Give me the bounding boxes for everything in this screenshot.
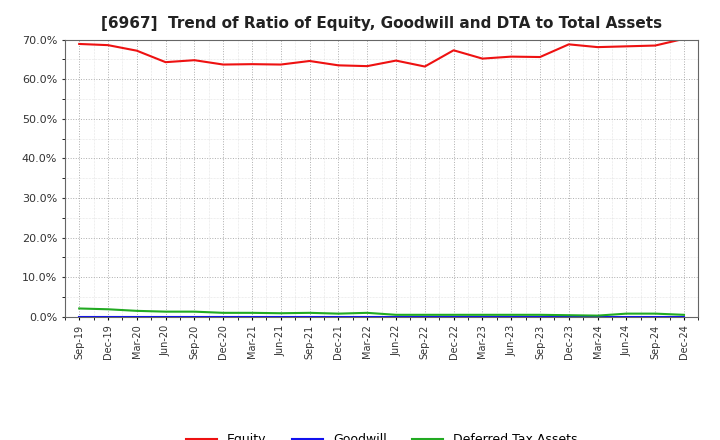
Equity [392,58,400,63]
Deferred Tax Assets [680,312,688,317]
Goodwill [132,314,141,319]
Deferred Tax Assets [75,306,84,311]
Equity [75,41,84,47]
Equity [564,42,573,47]
Deferred Tax Assets [478,312,487,317]
Deferred Tax Assets [593,313,602,318]
Equity [363,63,372,69]
Goodwill [651,314,660,319]
Equity [478,56,487,61]
Equity [507,54,516,59]
Line: Deferred Tax Assets: Deferred Tax Assets [79,308,684,315]
Equity [651,43,660,48]
Goodwill [392,314,400,319]
Goodwill [305,314,314,319]
Goodwill [276,314,285,319]
Deferred Tax Assets [132,308,141,313]
Goodwill [680,314,688,319]
Goodwill [536,314,544,319]
Equity [190,58,199,63]
Equity [248,62,256,67]
Goodwill [334,314,343,319]
Deferred Tax Assets [564,312,573,318]
Legend: Equity, Goodwill, Deferred Tax Assets: Equity, Goodwill, Deferred Tax Assets [181,429,582,440]
Deferred Tax Assets [334,311,343,316]
Equity [305,59,314,64]
Goodwill [190,314,199,319]
Equity [536,55,544,60]
Equity [680,36,688,41]
Deferred Tax Assets [651,311,660,316]
Goodwill [248,314,256,319]
Equity [622,44,631,49]
Goodwill [420,314,429,319]
Goodwill [478,314,487,319]
Goodwill [161,314,170,319]
Equity [104,43,112,48]
Deferred Tax Assets [190,309,199,314]
Goodwill [75,314,84,319]
Deferred Tax Assets [420,312,429,317]
Deferred Tax Assets [276,311,285,316]
Goodwill [507,314,516,319]
Equity [276,62,285,67]
Title: [6967]  Trend of Ratio of Equity, Goodwill and DTA to Total Assets: [6967] Trend of Ratio of Equity, Goodwil… [101,16,662,32]
Deferred Tax Assets [104,307,112,312]
Equity [420,64,429,69]
Equity [334,62,343,68]
Goodwill [219,314,228,319]
Deferred Tax Assets [449,312,458,317]
Deferred Tax Assets [248,310,256,315]
Equity [219,62,228,67]
Equity [132,48,141,53]
Equity [449,48,458,53]
Goodwill [104,314,112,319]
Goodwill [449,314,458,319]
Deferred Tax Assets [305,310,314,315]
Equity [593,44,602,50]
Deferred Tax Assets [392,312,400,317]
Deferred Tax Assets [161,309,170,314]
Line: Equity: Equity [79,39,684,66]
Goodwill [564,314,573,319]
Deferred Tax Assets [507,312,516,317]
Goodwill [593,314,602,319]
Deferred Tax Assets [219,310,228,315]
Deferred Tax Assets [536,312,544,317]
Goodwill [622,314,631,319]
Goodwill [363,314,372,319]
Deferred Tax Assets [622,311,631,316]
Equity [161,59,170,65]
Deferred Tax Assets [363,310,372,315]
